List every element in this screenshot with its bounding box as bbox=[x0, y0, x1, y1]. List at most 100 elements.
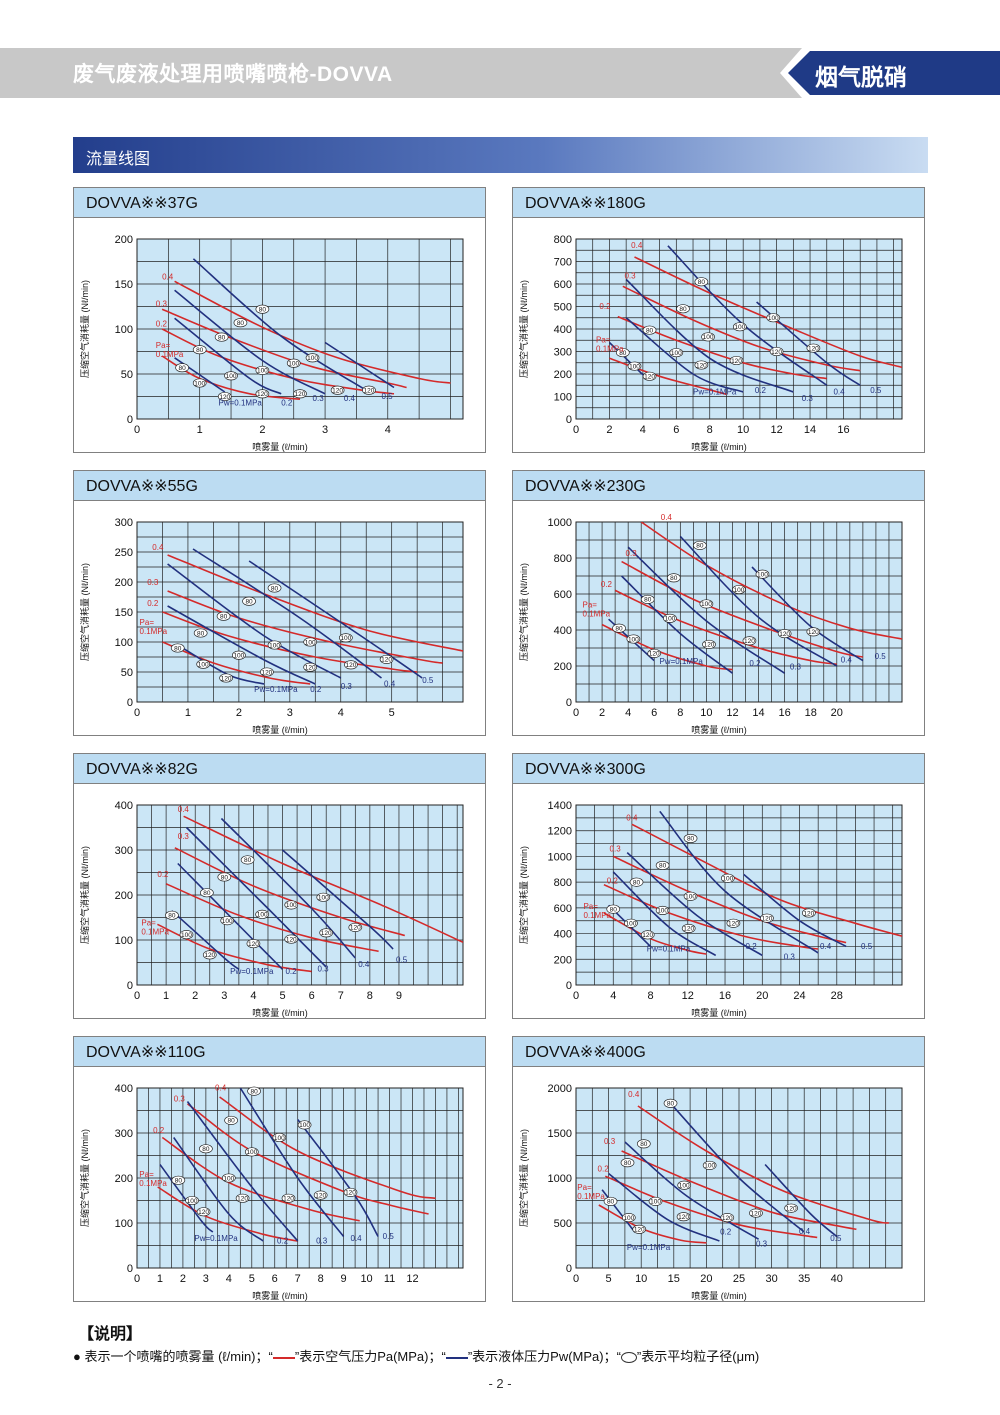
liquid-pressure-line bbox=[659, 810, 819, 954]
particle-size-label: 80 bbox=[245, 599, 253, 606]
particle-size-oval bbox=[699, 599, 714, 609]
chart-title: DOVVA※※180G bbox=[525, 195, 646, 212]
x-tick-label: 5 bbox=[279, 990, 285, 1002]
particle-size-label: 100 bbox=[623, 1215, 634, 1222]
particle-size-label: 80 bbox=[271, 585, 279, 592]
pa-label: 0.2 bbox=[157, 870, 169, 879]
pa-label: 0.1MPa bbox=[577, 1192, 605, 1201]
y-tick-label: 600 bbox=[554, 903, 572, 915]
particle-size-label: 120 bbox=[305, 665, 316, 672]
notes-title: 【说明】 bbox=[78, 1326, 143, 1343]
x-tick-label: 0 bbox=[134, 1273, 140, 1285]
series-group bbox=[598, 1102, 890, 1244]
pa-label: 0.1MPa bbox=[141, 927, 169, 936]
particle-size-oval bbox=[246, 939, 261, 949]
air-pressure-line bbox=[621, 1150, 857, 1231]
pw-label: Pw=0.1MPa bbox=[647, 945, 691, 954]
particle-size-label: 80 bbox=[698, 279, 706, 286]
y-tick-label: 200 bbox=[554, 954, 572, 966]
liquid-pressure-line bbox=[281, 849, 394, 950]
particle-size-label: 80 bbox=[202, 1146, 210, 1153]
series-group bbox=[162, 548, 463, 685]
pa-label: 0.2 bbox=[599, 302, 611, 311]
liquid-pressure-line bbox=[167, 563, 342, 679]
particle-size-oval bbox=[784, 1203, 799, 1213]
x-tick-label: 8 bbox=[367, 990, 373, 1002]
air-pressure-line bbox=[161, 1136, 360, 1222]
pw-label: Pw=0.1MPa bbox=[254, 685, 298, 694]
y-axis-label: 压缩空气消耗量 (Nℓ/min) bbox=[518, 280, 529, 378]
x-tick-label: 40 bbox=[831, 1273, 843, 1285]
y-tick-label: 200 bbox=[115, 577, 133, 589]
chart-panel: DOVVA※※37G 0 1 2 3 4 0 50 100 150 200 喷雾量 (ℓ/min) 压缩… bbox=[73, 187, 486, 453]
pw-label: 0.4 bbox=[841, 655, 853, 664]
particle-size-oval bbox=[247, 1086, 261, 1096]
x-tick-label: 3 bbox=[322, 424, 328, 436]
pa-label: 0.3 bbox=[626, 549, 638, 558]
pa-label: 0.4 bbox=[661, 513, 673, 522]
particle-size-oval bbox=[642, 371, 657, 381]
liquid-pressure-line bbox=[239, 1088, 345, 1237]
page-header: 废气废液处理用喷嘴喷枪-DOVVA 烟气脱硝 bbox=[0, 48, 1000, 98]
x-axis-label: 喷雾量 (ℓ/min) bbox=[252, 725, 307, 735]
x-tick-label: 8 bbox=[707, 424, 713, 436]
particle-size-oval bbox=[620, 1158, 635, 1168]
particle-size-label: 80 bbox=[244, 857, 252, 864]
x-tick-label: 3 bbox=[287, 707, 293, 719]
pw-label: 0.3 bbox=[756, 1239, 768, 1248]
particle-size-oval bbox=[233, 318, 248, 328]
chart-panel: DOVVA※※110G 0 1 2 3 4 5 6 7 8 9 10 11 12 0 100 200 300 400… bbox=[73, 1036, 486, 1302]
x-tick-label: 2 bbox=[236, 707, 242, 719]
particle-size-oval bbox=[677, 1180, 692, 1190]
x-tick-label: 12 bbox=[406, 1273, 418, 1285]
particle-size-label: 120 bbox=[744, 638, 755, 645]
particle-size-label: 80 bbox=[220, 614, 228, 621]
particle-size-oval bbox=[281, 1193, 296, 1203]
particle-size-label: 100 bbox=[679, 1183, 690, 1190]
y-axis-label: 压缩空气消耗量 (Nℓ/min) bbox=[518, 1129, 529, 1227]
particle-size-oval bbox=[606, 904, 621, 914]
chart-title: DOVVA※※82G bbox=[86, 761, 198, 778]
y-tick-label: 200 bbox=[554, 661, 572, 673]
particle-size-oval bbox=[726, 918, 741, 928]
y-tick-label: 300 bbox=[115, 517, 133, 529]
x-tick-label: 28 bbox=[831, 990, 843, 1002]
y-tick-label: 50 bbox=[121, 667, 133, 679]
particle-size-label: 120 bbox=[683, 926, 694, 933]
particle-size-label: 100 bbox=[704, 1163, 715, 1170]
liquid-pressure-line bbox=[220, 817, 356, 959]
particle-size-oval bbox=[676, 304, 690, 314]
x-tick-label: 10 bbox=[635, 1273, 647, 1285]
particle-size-label: 120 bbox=[786, 1205, 797, 1212]
pa-label: 0.3 bbox=[174, 1095, 186, 1104]
particle-size-label: 100 bbox=[198, 662, 209, 669]
particle-size-label: 80 bbox=[670, 575, 678, 582]
y-tick-label: 100 bbox=[115, 935, 133, 947]
liquid-pressure-line bbox=[679, 535, 838, 667]
particle-size-label: 120 bbox=[731, 358, 742, 365]
pw-label: 0.2 bbox=[720, 1228, 732, 1237]
x-tick-label: 8 bbox=[677, 707, 683, 719]
pw-label: 0.2 bbox=[749, 659, 761, 668]
particle-size-label: 80 bbox=[228, 1118, 236, 1125]
air-pressure-line bbox=[631, 823, 902, 937]
x-tick-label: 0 bbox=[573, 707, 579, 719]
pa-label: 0.3 bbox=[624, 271, 636, 280]
x-tick-label: 18 bbox=[805, 707, 817, 719]
chart-svg: 0 4 8 12 16 20 24 28 0 200 400 600 800 1000 1200 1400 喷雾… bbox=[518, 800, 903, 1018]
y-tick-label: 100 bbox=[115, 1218, 133, 1230]
particle-size-label: 80 bbox=[203, 890, 211, 897]
particle-size-oval bbox=[255, 304, 270, 314]
air-pressure-line bbox=[622, 285, 861, 372]
air-pressure-line bbox=[219, 1096, 436, 1200]
liquid-pressure-line bbox=[625, 278, 794, 393]
chart-title: DOVVA※※110G bbox=[86, 1044, 206, 1061]
x-tick-label: 4 bbox=[338, 707, 344, 719]
chart-panel: DOVVA※※230G 0 2 4 6 8 10 12 14 16 18 20 0 200 400 600 80… bbox=[512, 470, 925, 736]
y-tick-label: 0 bbox=[566, 414, 572, 426]
air-pressure-line-icon bbox=[272, 1356, 295, 1359]
y-tick-label: 500 bbox=[554, 302, 572, 314]
x-tick-label: 7 bbox=[295, 1273, 301, 1285]
x-tick-label: 16 bbox=[779, 707, 791, 719]
chart-panel: DOVVA※※55G 0 1 2 3 4 5 0 50 100 150 200 250 300 喷雾量 (ℓ… bbox=[73, 470, 486, 736]
